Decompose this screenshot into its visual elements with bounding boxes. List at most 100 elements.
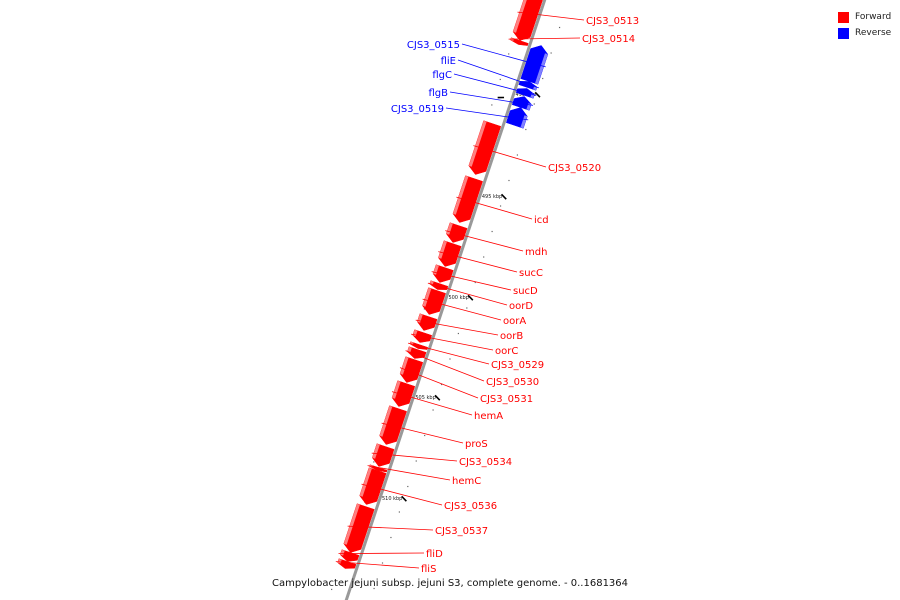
reverse-swatch (838, 27, 849, 39)
minor-tick (381, 562, 384, 564)
minor-tick (483, 256, 485, 258)
feature-leader (381, 422, 464, 444)
minor-tick (558, 26, 561, 29)
legend-reverse-label: Reverse (855, 28, 892, 38)
minor-tick (373, 461, 375, 463)
feature-highlight (392, 380, 401, 399)
feature-labels: CJS3_0513 CJS3_0514 CJS3_0515 fliE flgC flgB C… (391, 16, 639, 575)
minor-tick (508, 179, 510, 182)
forward-swatch (838, 11, 849, 23)
minor-tick (432, 409, 434, 411)
feature-label: CJS3_0530 (486, 377, 539, 388)
feature-label: sucD (513, 286, 538, 297)
minor-tick (423, 308, 425, 310)
feature-leader (361, 483, 443, 506)
feature-highlight (379, 405, 393, 437)
minor-tick (449, 358, 451, 360)
feature-leader (456, 196, 533, 220)
feature-label: CJS3_0519 (391, 104, 444, 115)
feature-leader (453, 73, 537, 96)
minor-tick (499, 205, 502, 207)
feature-label: CJS3_0514 (582, 34, 635, 45)
map-caption: Campylobacter jejuni subsp. jejuni S3, c… (271, 578, 629, 589)
feature-leader (407, 342, 490, 365)
feature-leader (445, 230, 524, 252)
minor-tick (457, 332, 459, 335)
feature-leader (473, 145, 547, 168)
minor-tick (525, 128, 527, 131)
feature-label: flgC (432, 70, 452, 81)
major-tick-label: 510 kbp (382, 496, 402, 502)
major-tick-mark (401, 495, 407, 502)
minor-tick (550, 52, 552, 54)
feature-label: icd (534, 215, 549, 226)
feature-leader (438, 251, 518, 273)
feature-label: fliE (441, 56, 456, 67)
feature-arrow (339, 549, 360, 562)
major-tick-mark (467, 294, 474, 301)
feature-leader (427, 282, 508, 306)
minor-tick (415, 460, 417, 462)
feature-leader (457, 59, 539, 89)
feature-label: CJS3_0531 (480, 394, 533, 405)
feature-leader (411, 333, 494, 351)
feature-highlight (422, 287, 432, 307)
feature-label: CJS3_0520 (548, 163, 601, 174)
major-tick-label: 495 kbp (482, 194, 502, 200)
feature-leader (449, 91, 534, 106)
major-tick-mark (500, 193, 507, 200)
feature-arrow (518, 81, 538, 91)
minor-tick (491, 104, 493, 106)
minor-tick (398, 511, 400, 513)
major-tick-label: 505 kbp (415, 395, 435, 401)
feature-highlight (438, 240, 447, 259)
feature-label: CJS3_0513 (586, 16, 639, 27)
feature-leader (415, 319, 499, 336)
legend-item-forward: Forward (838, 9, 891, 25)
minor-tick (474, 281, 476, 284)
feature-label: CJS3_0529 (491, 360, 544, 371)
feature-highlight (513, 0, 527, 33)
minor-tick (466, 307, 468, 309)
legend-forward-label: Forward (855, 12, 892, 22)
feature-highlight (535, 53, 548, 85)
minor-tick (491, 230, 493, 233)
feature-leader (461, 43, 546, 68)
feature-label: oorD (509, 301, 533, 312)
feature-arrow (407, 346, 427, 359)
minor-tick (331, 588, 333, 591)
feature-label: oorA (503, 316, 526, 327)
legend-item-reverse: Reverse (838, 25, 891, 41)
minor-tick (533, 103, 535, 105)
feature-label: fliS (421, 564, 436, 575)
feature-leader (508, 37, 581, 40)
minor-tick (440, 383, 443, 386)
feature-highlight (340, 549, 345, 556)
feature-highlight (359, 467, 372, 497)
feature-leader (347, 525, 434, 531)
feature-highlight (407, 346, 412, 353)
feature-leader (335, 561, 420, 569)
feature-highlight (468, 120, 487, 167)
feature-leader (367, 465, 451, 481)
feature-highlight (372, 443, 380, 459)
feature-leader (405, 350, 485, 382)
feature-leader (422, 298, 502, 321)
feature-label: CJS3_0515 (407, 40, 460, 51)
minor-tick (390, 536, 392, 539)
feature-highlight (400, 356, 409, 375)
minor-tick (542, 77, 544, 80)
genome-backbone (344, 0, 547, 600)
minor-tick (499, 78, 501, 81)
minor-tick (516, 154, 519, 156)
minor-tick (407, 485, 409, 488)
feature-arrow (468, 120, 502, 175)
feature-arrow (452, 175, 483, 223)
feature-label: proS (465, 439, 488, 450)
feature-label: CJS3_0534 (459, 457, 512, 468)
feature-label: hemA (474, 411, 503, 422)
feature-leader (391, 391, 473, 416)
minor-tick (373, 587, 375, 590)
label-leaders (335, 11, 585, 569)
